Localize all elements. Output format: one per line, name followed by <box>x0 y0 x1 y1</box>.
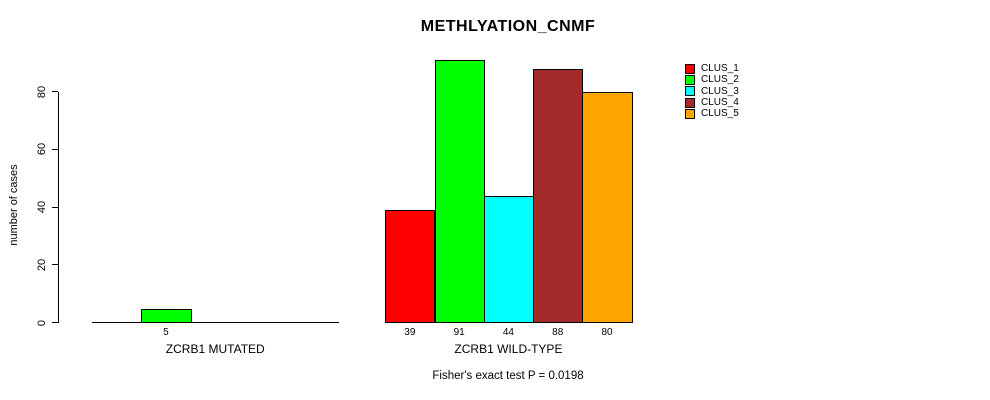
y-tick-label: 40 <box>36 200 48 214</box>
group-label: ZCRB1 MUTATED <box>165 342 265 356</box>
legend-label: CLUS_1 <box>701 63 739 74</box>
y-tick-label: 20 <box>36 258 48 271</box>
bar-value-label: 80 <box>601 326 613 338</box>
legend-label: CLUS_5 <box>701 108 739 120</box>
legend-label: CLUS_4 <box>701 97 739 109</box>
legend-swatch-icon <box>685 108 695 119</box>
legend-item-CLUS_3: CLUS_3 <box>685 86 739 97</box>
bar-value-label: 5 <box>163 326 169 338</box>
y-tick <box>52 206 58 208</box>
y-tick-label: 60 <box>36 143 48 156</box>
legend-swatch-icon <box>685 63 695 74</box>
y-tick <box>52 148 58 150</box>
y-tick <box>52 322 58 323</box>
group-label: ZCRB1 WILD-TYPE <box>454 342 563 356</box>
bar-CLUS_4 <box>533 68 584 323</box>
bar-value-label: 88 <box>552 326 564 338</box>
legend-swatch-icon <box>685 74 695 85</box>
bar-CLUS_1 <box>385 210 436 323</box>
legend-item-CLUS_5: CLUS_5 <box>685 108 739 119</box>
y-tick-label: 80 <box>36 85 48 98</box>
legend-swatch-icon <box>685 86 695 97</box>
bar-CLUS_2 <box>141 308 192 323</box>
legend-item-CLUS_4: CLUS_4 <box>685 97 739 108</box>
legend-item-CLUS_2: CLUS_2 <box>685 74 739 85</box>
bar-CLUS_2 <box>434 60 485 323</box>
y-axis-line <box>58 92 59 323</box>
bar-value-label: 39 <box>404 326 416 338</box>
y-axis-label: number of cases <box>8 164 20 246</box>
group-baseline <box>91 322 339 323</box>
y-tick <box>52 264 58 266</box>
y-tick <box>52 91 58 92</box>
legend-item-CLUS_1: CLUS_1 <box>685 63 739 74</box>
legend-label: CLUS_2 <box>701 74 739 86</box>
footnote: Fisher's exact test P = 0.0198 <box>432 370 584 382</box>
bar-value-label: 44 <box>502 326 514 338</box>
y-tick-label: 0 <box>36 319 48 326</box>
legend-label: CLUS_3 <box>701 85 739 97</box>
bar-CLUS_3 <box>483 195 535 323</box>
bar-value-label: 91 <box>453 326 465 338</box>
bar-CLUS_5 <box>582 92 633 323</box>
legend-swatch-icon <box>685 97 695 108</box>
chart-title: METHLYATION_CNMF <box>420 18 596 35</box>
